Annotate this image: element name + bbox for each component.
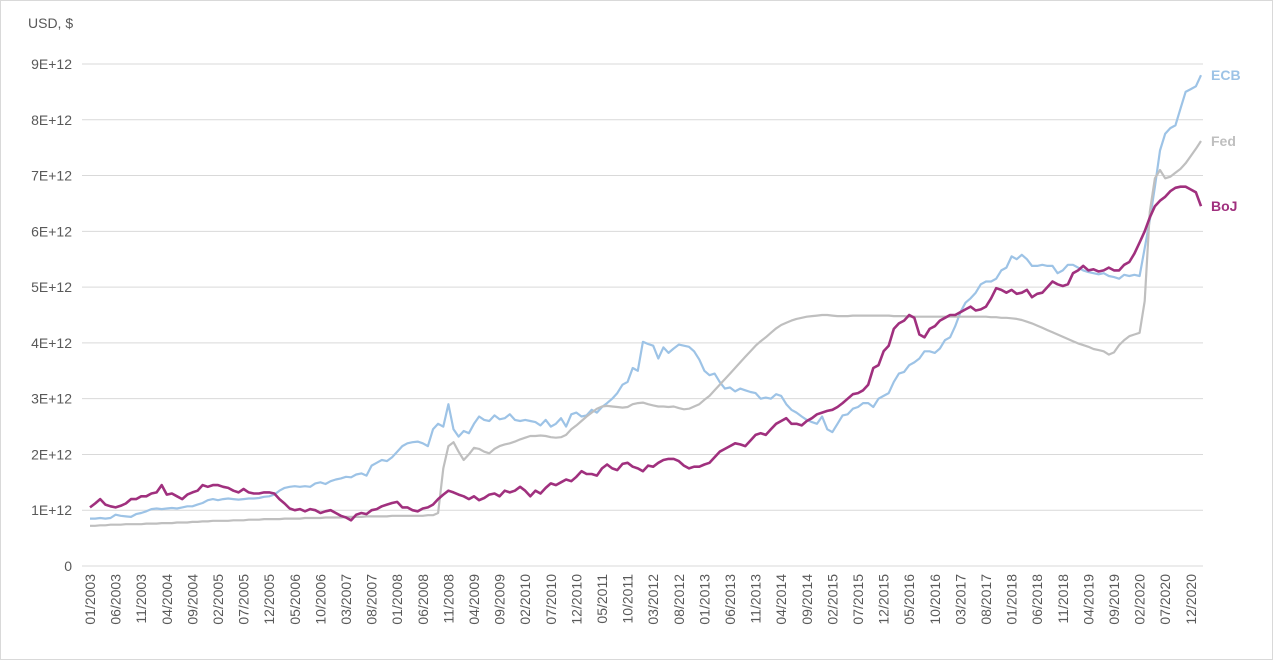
x-tick-label: 09/2014 (799, 574, 815, 625)
x-tick-label: 08/2017 (978, 574, 994, 625)
y-tick-label: 4E+12 (31, 335, 72, 351)
y-tick-label: 8E+12 (31, 112, 72, 128)
y-tick-label: 0 (64, 558, 72, 574)
x-tick-label: 12/2010 (568, 574, 584, 625)
x-tick-label: 02/2015 (824, 574, 840, 625)
y-tick-label: 2E+12 (31, 446, 72, 462)
x-tick-label: 06/2013 (722, 574, 738, 625)
y-axis-label: USD, $ (28, 15, 73, 31)
series-label: BoJ (1211, 198, 1237, 214)
x-tick-label: 07/2005 (236, 574, 252, 625)
x-tick-label: 12/2005 (261, 574, 277, 625)
x-tick-label: 08/2012 (671, 574, 687, 625)
x-tick-label: 04/2009 (466, 574, 482, 625)
x-tick-label: 12/2015 (876, 574, 892, 625)
y-tick-label: 9E+12 (31, 56, 72, 72)
x-tick-label: 11/2003 (133, 574, 149, 624)
series-label: ECB (1211, 67, 1241, 83)
x-tick-label: 07/2010 (543, 574, 559, 625)
x-tick-label: 04/2019 (1080, 574, 1096, 625)
x-tick-label: 06/2008 (415, 574, 431, 625)
x-tick-label: 06/2018 (1029, 574, 1045, 625)
series-line (89, 185, 1203, 522)
x-tick-label: 10/2016 (927, 574, 943, 625)
x-tick-label: 02/2010 (517, 574, 533, 625)
x-tick-label: 11/2018 (1055, 574, 1071, 624)
series-line (90, 140, 1202, 527)
x-tick-label: 12/2020 (1183, 574, 1199, 625)
x-tick-label: 05/2011 (594, 574, 610, 624)
x-tick-label: 09/2009 (492, 574, 508, 625)
y-tick-label: 3E+12 (31, 391, 72, 407)
x-tick-label: 07/2020 (1157, 574, 1173, 625)
series-label: Fed (1211, 133, 1236, 149)
x-tick-label: 03/2007 (338, 574, 354, 625)
x-tick-label: 07/2015 (850, 574, 866, 625)
x-tick-label: 11/2013 (748, 574, 764, 624)
x-tick-label: 01/2008 (389, 574, 405, 625)
y-tick-label: 5E+12 (31, 279, 72, 295)
x-tick-label: 09/2004 (184, 574, 200, 625)
y-tick-label: 6E+12 (31, 223, 72, 239)
x-tick-label: 03/2017 (952, 574, 968, 625)
x-tick-label: 10/2006 (312, 574, 328, 625)
x-tick-label: 05/2016 (901, 574, 917, 625)
x-tick-label: 04/2004 (159, 574, 175, 625)
x-tick-label: 03/2012 (645, 574, 661, 625)
x-tick-label: 01/2018 (1004, 574, 1020, 625)
x-tick-label: 11/2008 (440, 574, 456, 624)
y-tick-label: 1E+12 (31, 502, 72, 518)
y-tick-label: 7E+12 (31, 168, 72, 184)
x-tick-label: 05/2006 (287, 574, 303, 625)
x-tick-label: 02/2005 (210, 574, 226, 625)
x-tick-label: 10/2011 (620, 574, 636, 624)
x-tick-label: 04/2014 (773, 574, 789, 625)
x-tick-label: 06/2003 (108, 574, 124, 625)
x-tick-label: 09/2019 (1106, 574, 1122, 625)
x-tick-label: 08/2007 (364, 574, 380, 625)
x-tick-label: 02/2020 (1132, 574, 1148, 625)
x-tick-label: 01/2013 (696, 574, 712, 625)
x-tick-label: 01/2003 (82, 574, 98, 625)
